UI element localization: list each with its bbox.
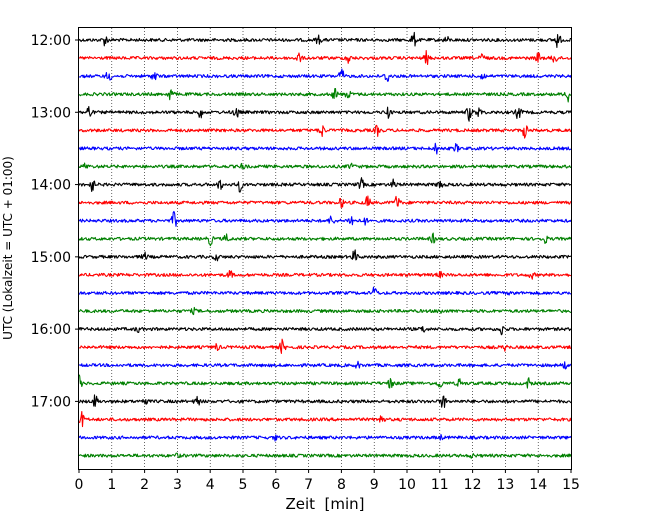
y-tick-label: 15:00 (31, 250, 71, 266)
y-tick-label: 16:00 (31, 322, 71, 338)
x-tick-label: 14 (529, 477, 547, 493)
seismogram-trace (78, 249, 572, 262)
x-tick-label: 8 (337, 477, 346, 493)
x-axis-ticks: 0 1 2 3 4 5 6 7 8 9 10 11 12 13 14 15 (75, 469, 580, 493)
x-tick-label: 12 (464, 477, 482, 493)
seismogram-trace (78, 360, 572, 370)
seismogram-trace (78, 88, 572, 103)
x-tick-label: 9 (370, 477, 379, 493)
seismogram-trace (78, 232, 572, 247)
seismogram-trace (78, 269, 572, 280)
x-tick-label: 1 (107, 477, 116, 493)
seismogram-trace (78, 162, 571, 170)
seismogram-trace (79, 50, 572, 66)
seismogram-traces (78, 31, 572, 459)
x-tick-label: 13 (496, 477, 514, 493)
seismogram-trace (78, 338, 572, 354)
seismogram-trace (78, 394, 572, 408)
x-tick-label: 0 (75, 477, 84, 493)
y-axis-ticks: 12:00 13:00 14:00 15:00 16:00 17:00 (31, 33, 79, 410)
seismogram-trace (78, 452, 572, 459)
x-axis-label: Zeit [min] (285, 495, 364, 513)
x-tick-label: 4 (206, 477, 215, 493)
x-tick-label: 11 (431, 477, 449, 493)
plot-frame (78, 27, 572, 470)
x-tick-label: 2 (140, 477, 149, 493)
seismogram-trace (78, 433, 572, 442)
seismogram-trace (78, 374, 572, 389)
seismogram-trace (78, 142, 572, 155)
seismogram-trace (78, 124, 572, 139)
x-tick-label: 6 (271, 477, 280, 493)
x-tick-label: 3 (173, 477, 182, 493)
seismogram-trace (78, 105, 572, 122)
seismogram-trace (78, 68, 572, 82)
seismogram-trace (78, 410, 572, 428)
seismogram-trace (78, 31, 571, 49)
y-axis-label: UTC (Lokalzeit = UTC + 01:00) (1, 156, 15, 340)
seismogram-trace (78, 177, 572, 193)
seismogram-trace (79, 306, 572, 316)
seismogram-trace (78, 286, 572, 296)
seismogram-trace (78, 195, 572, 209)
y-tick-label: 17:00 (31, 394, 71, 410)
x-tick-label: 5 (239, 477, 248, 493)
seismogram-trace (78, 325, 572, 336)
y-tick-label: 14:00 (31, 178, 71, 194)
y-tick-label: 12:00 (31, 33, 71, 49)
y-tick-label: 13:00 (31, 105, 71, 121)
x-tick-label: 7 (304, 477, 313, 493)
x-tick-label: 10 (398, 477, 416, 493)
x-tick-label: 15 (562, 477, 580, 493)
seismogram-trace (78, 210, 572, 227)
